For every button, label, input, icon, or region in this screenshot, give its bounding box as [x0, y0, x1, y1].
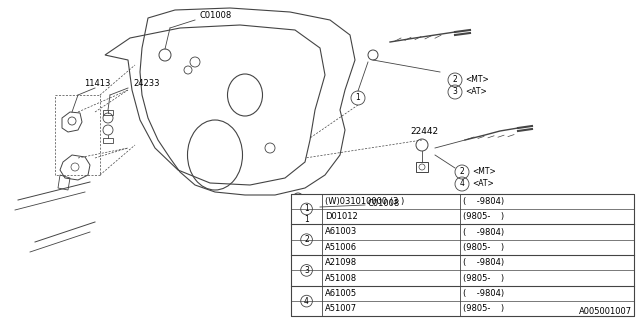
Text: 2: 2	[304, 235, 309, 244]
Text: 11413: 11413	[84, 78, 110, 87]
Text: 1: 1	[356, 93, 360, 102]
Text: 3: 3	[452, 87, 458, 97]
Text: <AT>: <AT>	[472, 180, 493, 188]
Text: (    -9804): ( -9804)	[463, 258, 504, 267]
Text: A21098: A21098	[325, 258, 357, 267]
Text: <AT>: <AT>	[465, 87, 487, 97]
Text: C01008: C01008	[367, 198, 399, 207]
Text: 1: 1	[304, 204, 309, 213]
Text: (    -9804): ( -9804)	[463, 289, 504, 298]
Text: D01012: D01012	[325, 212, 358, 221]
Text: 22442: 22442	[410, 127, 438, 137]
Text: 24233: 24233	[133, 78, 159, 87]
Text: A51007: A51007	[325, 304, 357, 313]
Text: (9805-    ): (9805- )	[463, 304, 504, 313]
Text: A51008: A51008	[325, 274, 357, 283]
Text: (9805-    ): (9805- )	[463, 243, 504, 252]
Text: A005001007: A005001007	[579, 307, 632, 316]
Text: 1: 1	[305, 215, 309, 225]
Text: A61003: A61003	[325, 228, 357, 236]
Text: <MT>: <MT>	[472, 167, 496, 177]
Text: (9805-    ): (9805- )	[463, 274, 504, 283]
Text: A61005: A61005	[325, 289, 357, 298]
Text: (9805-    ): (9805- )	[463, 212, 504, 221]
Text: 2: 2	[452, 76, 458, 84]
Text: (    -9804): ( -9804)	[463, 197, 504, 206]
Text: 4: 4	[460, 180, 465, 188]
Text: 2: 2	[460, 167, 465, 177]
Text: 3: 3	[304, 266, 309, 275]
Bar	[291, 194, 634, 316]
Text: C01008: C01008	[200, 12, 232, 20]
Text: (    -9804): ( -9804)	[463, 228, 504, 236]
Text: (W)031010000 (3 ): (W)031010000 (3 )	[325, 197, 404, 206]
Text: <MT>: <MT>	[465, 76, 489, 84]
Text: A51006: A51006	[325, 243, 357, 252]
Text: 4: 4	[304, 297, 309, 306]
